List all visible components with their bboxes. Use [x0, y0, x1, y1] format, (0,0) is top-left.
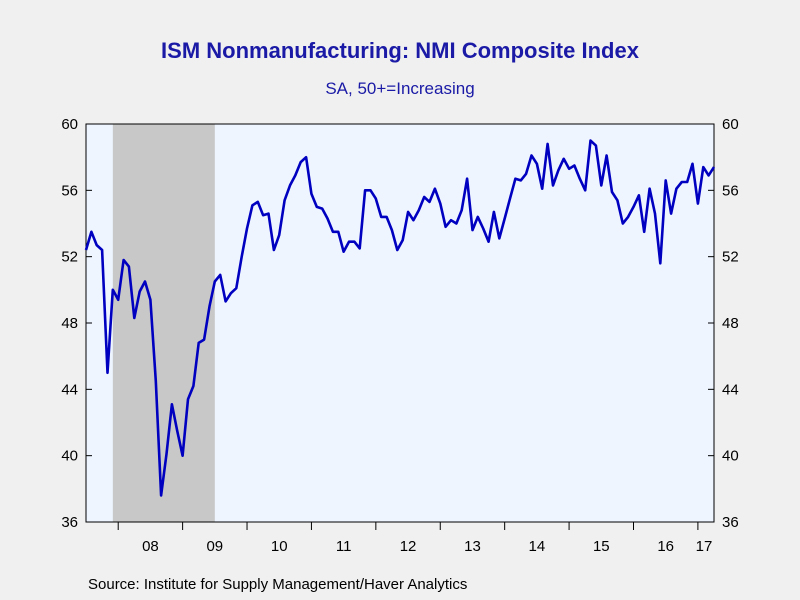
x-tick-label: 17	[696, 538, 713, 555]
x-tick-label: 14	[529, 538, 546, 555]
source-note: Source: Institute for Supply Management/…	[88, 576, 468, 593]
x-tick-label: 16	[657, 538, 674, 555]
y-tick-label-right: 40	[722, 448, 739, 465]
chart-subtitle: SA, 50+=Increasing	[325, 79, 475, 98]
y-tick-label-right: 36	[722, 514, 739, 531]
x-tick-label: 15	[593, 538, 610, 555]
y-tick-label-right: 56	[722, 182, 739, 199]
chart-title: ISM Nonmanufacturing: NMI Composite Inde…	[161, 38, 639, 63]
y-tick-label-left: 48	[61, 315, 78, 332]
y-tick-label-left: 60	[61, 116, 78, 133]
x-tick-label: 08	[142, 538, 159, 555]
y-tick-label-right: 60	[722, 116, 739, 133]
y-tick-label-left: 36	[61, 514, 78, 531]
y-tick-label-right: 52	[722, 249, 739, 266]
y-tick-label-left: 44	[61, 381, 78, 398]
x-tick-label: 13	[464, 538, 481, 555]
y-tick-label-right: 48	[722, 315, 739, 332]
series-line	[84, 139, 716, 497]
recession-shade	[112, 124, 215, 522]
y-tick-label-left: 56	[61, 182, 78, 199]
x-tick-label: 09	[206, 538, 223, 555]
x-tick-label: 11	[336, 538, 352, 555]
y-tick-label-left: 52	[61, 249, 78, 266]
x-tick-label: 12	[400, 538, 417, 555]
y-tick-label-right: 44	[722, 381, 739, 398]
y-tick-label-left: 40	[61, 448, 78, 465]
x-tick-label: 10	[271, 538, 288, 555]
